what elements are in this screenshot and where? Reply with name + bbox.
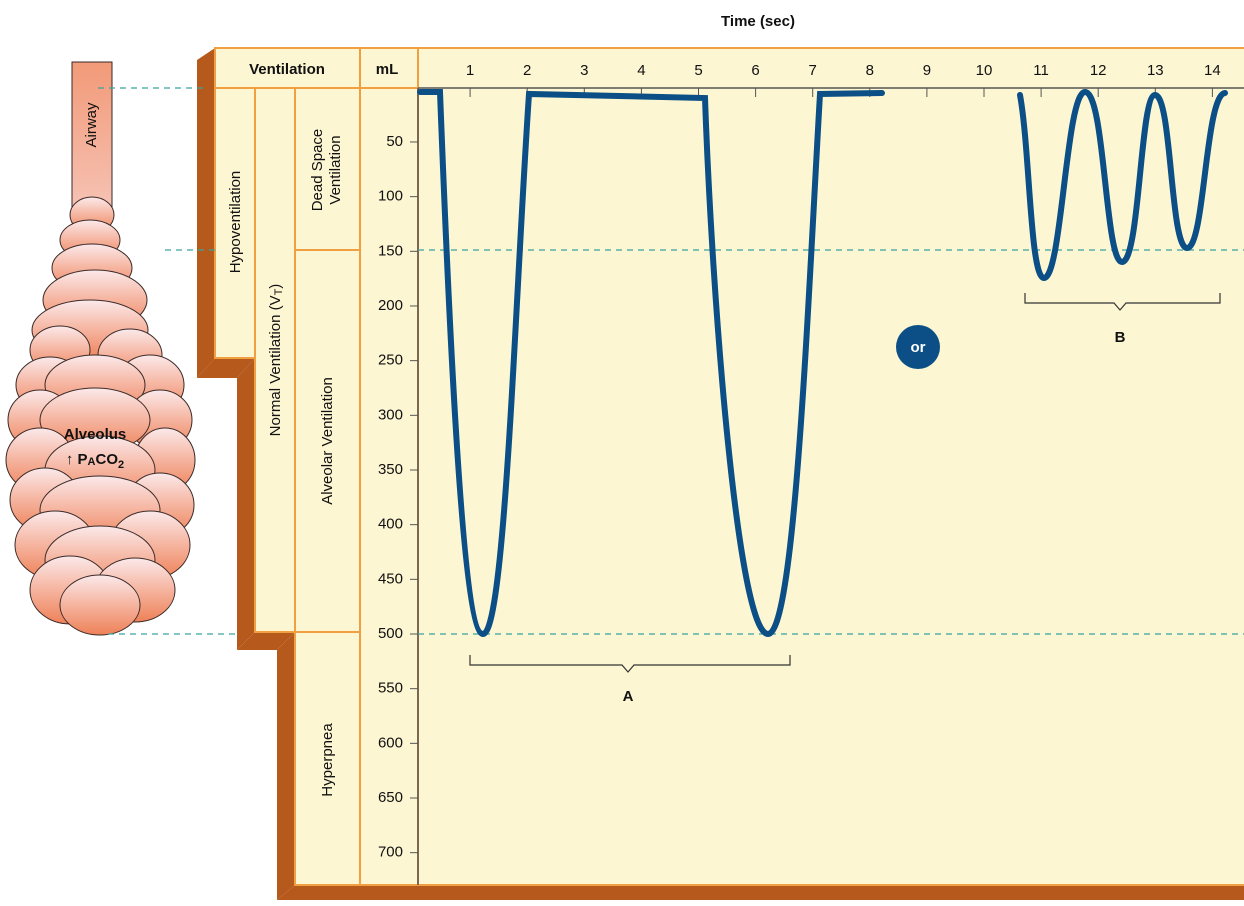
time-tick-label: 11 <box>1033 62 1049 79</box>
alveolus-label: Alveolus <box>64 426 127 443</box>
pattern-a-label: A <box>623 688 634 705</box>
dead-space-label: Dead Space <box>309 129 326 212</box>
time-tick-label: 14 <box>1204 62 1221 79</box>
time-tick-label: 7 <box>809 62 817 79</box>
frame-edge <box>197 48 1244 900</box>
pattern-a-bracket <box>469 655 791 673</box>
hyperpnea-label: Hyperpnea <box>319 723 336 797</box>
volume-tick-label: 200 <box>378 297 403 314</box>
volume-tick-label: 650 <box>378 789 403 806</box>
time-tick-label: 13 <box>1147 62 1164 79</box>
time-tick-label: 9 <box>923 62 931 79</box>
or-label: or <box>911 339 926 356</box>
pattern-b-bracket <box>1024 293 1221 311</box>
time-tick-label: 4 <box>637 62 645 79</box>
time-tick-label: 2 <box>523 62 531 79</box>
dead-space-label: Ventilation <box>327 135 344 204</box>
pressure-label: ↑ PACO2 <box>66 451 124 471</box>
airway-label: Airway <box>83 102 100 148</box>
volume-tick-label: 700 <box>378 844 403 861</box>
guide-lines <box>98 87 1244 635</box>
unit-header: mL <box>376 61 399 78</box>
time-tick-label: 8 <box>866 62 874 79</box>
volume-tick-label: 550 <box>378 680 403 697</box>
alveolus-lobe <box>59 574 141 636</box>
volume-tick-label: 600 <box>378 734 403 751</box>
volume-tick-label: 100 <box>378 188 403 205</box>
time-tick-label: 1 <box>466 62 474 79</box>
time-tick-label: 6 <box>751 62 759 79</box>
volume-tick-label: 450 <box>378 570 403 587</box>
normal-ventilation-label: Normal Ventilation (VT) <box>267 284 285 437</box>
time-tick-label: 12 <box>1090 62 1107 79</box>
volume-tick-label: 150 <box>378 242 403 259</box>
pattern-b-curve <box>1017 88 1228 282</box>
or-badge <box>896 325 940 369</box>
alveolus-figure <box>5 61 196 636</box>
time-tick-label: 10 <box>976 62 993 79</box>
volume-tick-label: 300 <box>378 406 403 423</box>
volume-tick-label: 500 <box>378 625 403 642</box>
time-tick-label: 5 <box>694 62 702 79</box>
pattern-a-curve <box>417 89 885 638</box>
volume-tick-label: 50 <box>386 133 403 150</box>
volume-tick-label: 400 <box>378 516 403 533</box>
alveolar-label: Alveolar Ventilation <box>319 377 336 505</box>
volume-tick-label: 350 <box>378 461 403 478</box>
time-tick-label: 3 <box>580 62 588 79</box>
time-title: Time (sec) <box>721 13 795 30</box>
pattern-b-label: B <box>1115 329 1126 346</box>
volume-tick-label: 250 <box>378 352 403 369</box>
panels <box>214 47 1244 886</box>
hypoventilation-label: Hypoventilation <box>227 171 244 274</box>
ventilation-header: Ventilation <box>249 61 325 78</box>
